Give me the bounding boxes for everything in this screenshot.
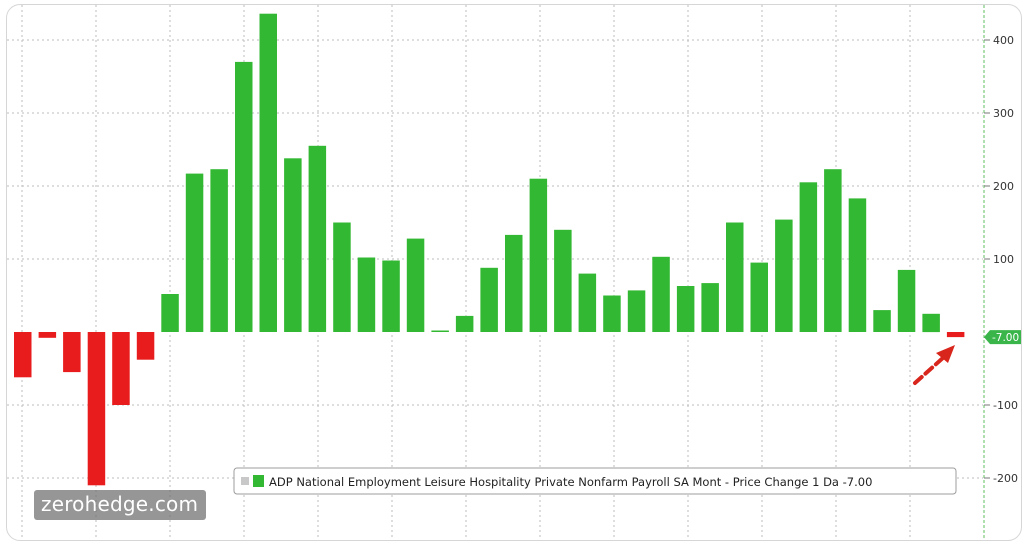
bar <box>726 222 744 332</box>
chart-frame: 400 300 200 100 -100 -200 -7.00 ADP National E… <box>6 4 1022 541</box>
legend-box <box>233 467 957 495</box>
bar <box>136 332 155 360</box>
bar <box>406 238 425 332</box>
bar <box>185 173 204 332</box>
y-tick-label: 300 <box>993 107 1014 120</box>
bar <box>505 234 523 332</box>
bars <box>14 13 965 486</box>
bar <box>259 13 277 332</box>
bar <box>775 219 793 332</box>
bar <box>112 332 130 405</box>
last-value-label: -7.00 <box>992 332 1019 344</box>
legend-handle <box>241 477 249 485</box>
bar <box>627 290 646 332</box>
y-axis: 400 300 200 100 -100 -200 -7.00 <box>983 5 1021 540</box>
bar <box>750 262 768 332</box>
bar <box>87 332 106 486</box>
bar <box>848 198 867 332</box>
y-tick-label: -100 <box>993 399 1018 412</box>
y-tick-label: 100 <box>993 253 1014 266</box>
y-tick-label: 400 <box>993 34 1014 47</box>
bar <box>431 330 449 332</box>
bar <box>946 332 965 338</box>
bar <box>529 178 548 332</box>
bar <box>308 145 327 332</box>
bar <box>873 310 891 332</box>
bar <box>922 313 940 333</box>
bar <box>235 61 253 333</box>
bar <box>676 286 695 332</box>
legend-swatch <box>253 475 264 487</box>
legend-label: ADP National Employment Leisure Hospital… <box>269 475 872 489</box>
watermark: zerohedge.com <box>34 490 207 520</box>
bar <box>652 256 670 332</box>
y-tick-label: -200 <box>993 472 1018 485</box>
legend: ADP National Employment Leisure Hospital… <box>233 467 957 495</box>
bar <box>333 222 351 332</box>
bar <box>161 294 179 332</box>
bar <box>578 273 597 332</box>
bar <box>210 169 228 332</box>
bar <box>63 332 81 373</box>
last-value-badge <box>984 330 1021 345</box>
bar <box>455 315 474 332</box>
bar <box>897 269 916 332</box>
bar <box>38 332 57 338</box>
arrow-head <box>936 345 955 363</box>
bar <box>603 295 621 332</box>
bar <box>799 182 818 332</box>
bar <box>701 283 719 332</box>
bar <box>14 332 32 378</box>
bar <box>382 260 400 332</box>
bar-chart: 400 300 200 100 -100 -200 -7.00 ADP National E… <box>7 5 1021 540</box>
bar <box>554 229 572 332</box>
bar <box>480 267 498 332</box>
bar <box>357 257 376 332</box>
bar <box>824 169 842 332</box>
bar <box>284 158 302 332</box>
arrow-shaft <box>913 355 946 385</box>
y-tick-label: 200 <box>993 180 1014 193</box>
red-arrow-annotation <box>913 345 955 385</box>
